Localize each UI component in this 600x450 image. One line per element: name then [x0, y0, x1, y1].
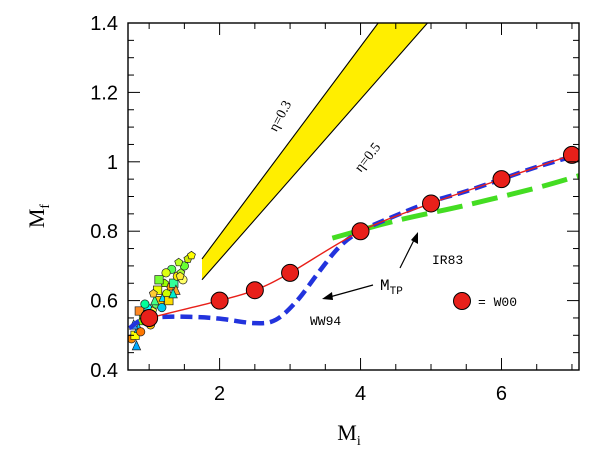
- axis-tick-labels: 2 4 6 0.4 0.6 0.8 1 1.2 1.4: [90, 13, 507, 405]
- ir83-label: IR83: [432, 253, 463, 268]
- y-tick-label: 1.2: [90, 82, 118, 104]
- y-tick-label: 0.4: [90, 360, 118, 382]
- w00-point: [492, 170, 511, 189]
- eta-0.3-line: [201, 23, 379, 260]
- x-axis-title: Mi: [337, 420, 361, 449]
- observation-point: [136, 327, 146, 337]
- eta-band-layer: [201, 23, 428, 281]
- mtp-label: MTP: [380, 277, 403, 298]
- w00-point: [245, 281, 264, 300]
- x-tick-label: 6: [496, 383, 507, 405]
- legend-w00-label: = W00: [478, 295, 517, 310]
- observation-point: [174, 257, 184, 267]
- observation-point: [161, 268, 171, 278]
- w00-markers-layer: [140, 145, 579, 327]
- observation-point: [168, 287, 178, 299]
- eta-0.5-line: [201, 23, 428, 281]
- y-axis-title: Mf: [24, 204, 53, 229]
- mtp-arrow-to-ww94: [322, 284, 374, 300]
- w00-point: [422, 194, 441, 213]
- w00-point: [140, 308, 159, 327]
- legend-w00: = W00: [453, 292, 517, 310]
- observation-point: [140, 299, 150, 309]
- x-tick-label: 4: [355, 383, 366, 405]
- observation-point: [187, 250, 196, 260]
- w00-point: [562, 145, 579, 164]
- w00-point: [281, 263, 300, 282]
- ww94-label: WW94: [310, 314, 341, 329]
- eta-0.5-label: η=0.5: [352, 140, 384, 175]
- observation-point: [154, 275, 164, 285]
- mtp-arrow-to-ir83: [399, 232, 418, 269]
- w00-point: [210, 291, 229, 310]
- axis-ticks: [128, 22, 579, 371]
- observation-point: [175, 271, 185, 281]
- x-tick-label: 2: [214, 383, 225, 405]
- observation-point: [131, 339, 142, 351]
- eta-0.3-label: η=0.3: [267, 98, 296, 134]
- observation-point: [157, 302, 167, 313]
- y-tick-label: 1: [107, 152, 118, 174]
- observation-point: [150, 294, 160, 306]
- legend-w00-marker: [453, 292, 471, 310]
- observation-point: [148, 289, 158, 298]
- observation-point: [164, 296, 174, 306]
- ir83-curve: [331, 173, 579, 241]
- w00-point: [351, 222, 370, 241]
- y-tick-label: 1.4: [90, 13, 118, 35]
- y-tick-label: 0.6: [90, 291, 118, 313]
- y-tick-label: 0.8: [90, 221, 118, 243]
